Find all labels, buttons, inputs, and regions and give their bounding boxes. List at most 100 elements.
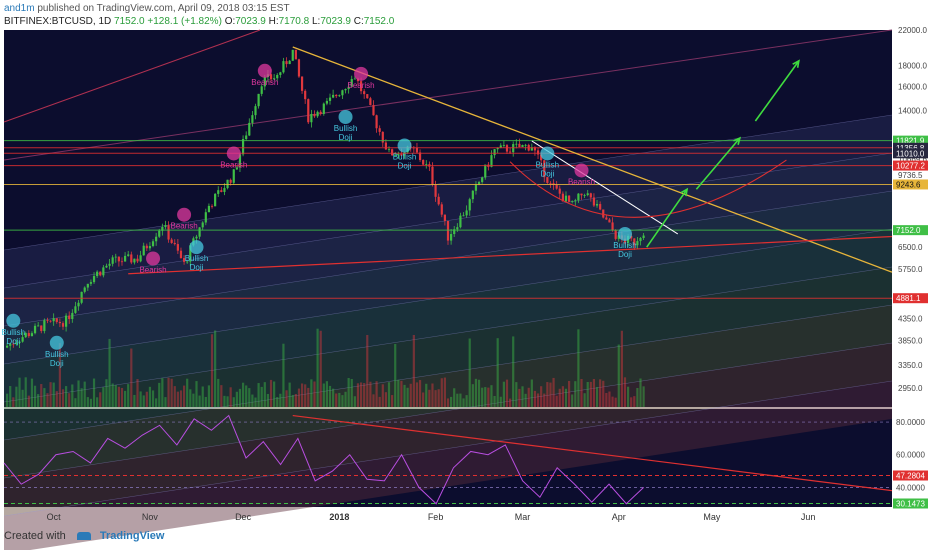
volume-bar bbox=[558, 388, 561, 407]
candle-body bbox=[505, 145, 509, 152]
volume-bar bbox=[173, 386, 176, 407]
candle-body bbox=[366, 94, 369, 99]
candle-body bbox=[37, 325, 40, 327]
candle-body bbox=[515, 143, 518, 145]
candle-body bbox=[338, 95, 341, 97]
volume-bar bbox=[477, 379, 481, 407]
x-tick-label: Jun bbox=[801, 512, 816, 522]
candle-body bbox=[499, 145, 502, 148]
candle-body bbox=[226, 179, 229, 189]
symbol-label: BITFINEX:BTCUSD, 1D bbox=[4, 16, 112, 27]
volume-bar bbox=[279, 393, 282, 407]
candle-body bbox=[105, 265, 108, 268]
candle-body bbox=[21, 337, 24, 342]
volume-bar bbox=[403, 384, 406, 407]
price-marker-label: 11821.9 bbox=[896, 137, 925, 146]
volume-bar bbox=[397, 379, 400, 407]
candle-body bbox=[443, 214, 446, 221]
volume-bar bbox=[21, 389, 24, 407]
price-marker-label: 9243.6 bbox=[896, 180, 921, 189]
candle-body bbox=[74, 306, 77, 313]
candle-body bbox=[68, 315, 71, 320]
volume-bar bbox=[248, 388, 251, 407]
volume-bar bbox=[120, 387, 124, 407]
volume-bar bbox=[260, 386, 263, 407]
pattern-marker bbox=[226, 146, 241, 161]
volume-bar bbox=[636, 388, 639, 407]
publish-line: and1m published on TradingView.com, Apri… bbox=[4, 3, 290, 14]
candle-body bbox=[378, 128, 381, 132]
candle-body bbox=[15, 342, 18, 345]
volume-bar bbox=[130, 348, 133, 407]
candle-body bbox=[605, 217, 608, 220]
candle-body bbox=[558, 188, 561, 194]
candle-body bbox=[369, 98, 372, 106]
candle-body bbox=[425, 164, 428, 165]
x-tick-label: May bbox=[703, 512, 721, 522]
pattern-label: Doji bbox=[190, 263, 204, 272]
volume-bar bbox=[192, 393, 195, 407]
price-marker-tag bbox=[893, 225, 928, 236]
volume-bar bbox=[74, 398, 77, 407]
tradingview-brand[interactable]: TradingView bbox=[99, 530, 165, 542]
pattern-label: Bearish bbox=[139, 265, 166, 274]
volume-bar bbox=[431, 383, 434, 407]
volume-bar bbox=[204, 396, 207, 407]
candle-body bbox=[328, 97, 332, 101]
volume-bar bbox=[92, 378, 96, 407]
volume-bar bbox=[555, 395, 558, 407]
volume-bar bbox=[465, 395, 468, 407]
candle-body bbox=[139, 255, 142, 262]
volume-bar bbox=[415, 382, 419, 407]
candle-body bbox=[335, 94, 338, 97]
volume-bar bbox=[589, 381, 592, 407]
candle-body bbox=[546, 177, 549, 183]
volume-bar bbox=[304, 384, 307, 407]
candle-body bbox=[493, 149, 496, 156]
volume-bar bbox=[142, 395, 145, 407]
projection-arrow-head bbox=[680, 187, 689, 197]
volume-bar bbox=[440, 378, 443, 407]
candle-body bbox=[186, 261, 189, 263]
candle-body bbox=[633, 238, 636, 246]
volume-bar bbox=[71, 384, 74, 407]
rsi-marker-tag bbox=[893, 470, 928, 481]
volume-bar bbox=[533, 390, 537, 407]
volume-bar bbox=[223, 395, 226, 407]
volume-bar bbox=[353, 396, 356, 407]
author-link[interactable]: and1m bbox=[4, 3, 35, 14]
candle-body bbox=[353, 78, 356, 80]
volume-bar bbox=[384, 392, 388, 407]
candle-body bbox=[440, 204, 443, 215]
upper-channel-line bbox=[3, 29, 893, 161]
channel-line bbox=[3, 152, 893, 289]
volume-bar bbox=[89, 398, 93, 407]
volume-bar bbox=[602, 380, 605, 407]
candle-body bbox=[111, 257, 114, 264]
volume-bar bbox=[481, 387, 484, 407]
volume-bar bbox=[207, 385, 211, 407]
volume-bar bbox=[409, 383, 412, 407]
volume-bar bbox=[505, 379, 509, 407]
pattern-label: Bullish bbox=[393, 153, 417, 162]
volume-bar bbox=[325, 381, 329, 407]
rsi-tick-label: 80.0000 bbox=[896, 418, 925, 427]
volume-bar bbox=[195, 381, 198, 407]
volume-bar bbox=[52, 382, 55, 407]
candle-body bbox=[61, 323, 65, 327]
candle-body bbox=[564, 195, 568, 202]
channel-line bbox=[3, 266, 893, 403]
volume-bar bbox=[307, 387, 310, 407]
pattern-label: Doji bbox=[618, 250, 632, 259]
volume-bar bbox=[105, 379, 108, 407]
candle-body bbox=[117, 256, 120, 262]
volume-bar bbox=[564, 388, 568, 407]
close-label: C: bbox=[353, 16, 364, 27]
candle-body bbox=[40, 325, 43, 332]
candle-body bbox=[536, 150, 540, 155]
y-tick-label: 4350.0 bbox=[898, 315, 923, 324]
pattern-marker bbox=[189, 240, 204, 255]
volume-bar bbox=[201, 386, 204, 407]
volume-bar bbox=[285, 390, 288, 407]
